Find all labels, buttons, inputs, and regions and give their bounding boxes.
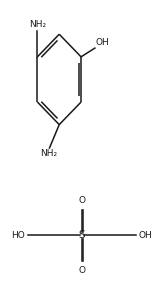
Text: S: S xyxy=(79,230,85,241)
Text: O: O xyxy=(79,266,85,275)
Text: OH: OH xyxy=(96,38,109,47)
Text: NH₂: NH₂ xyxy=(29,21,46,29)
Text: NH₂: NH₂ xyxy=(40,149,57,158)
Text: O: O xyxy=(79,195,85,205)
Text: HO: HO xyxy=(11,231,25,240)
Text: OH: OH xyxy=(139,231,153,240)
